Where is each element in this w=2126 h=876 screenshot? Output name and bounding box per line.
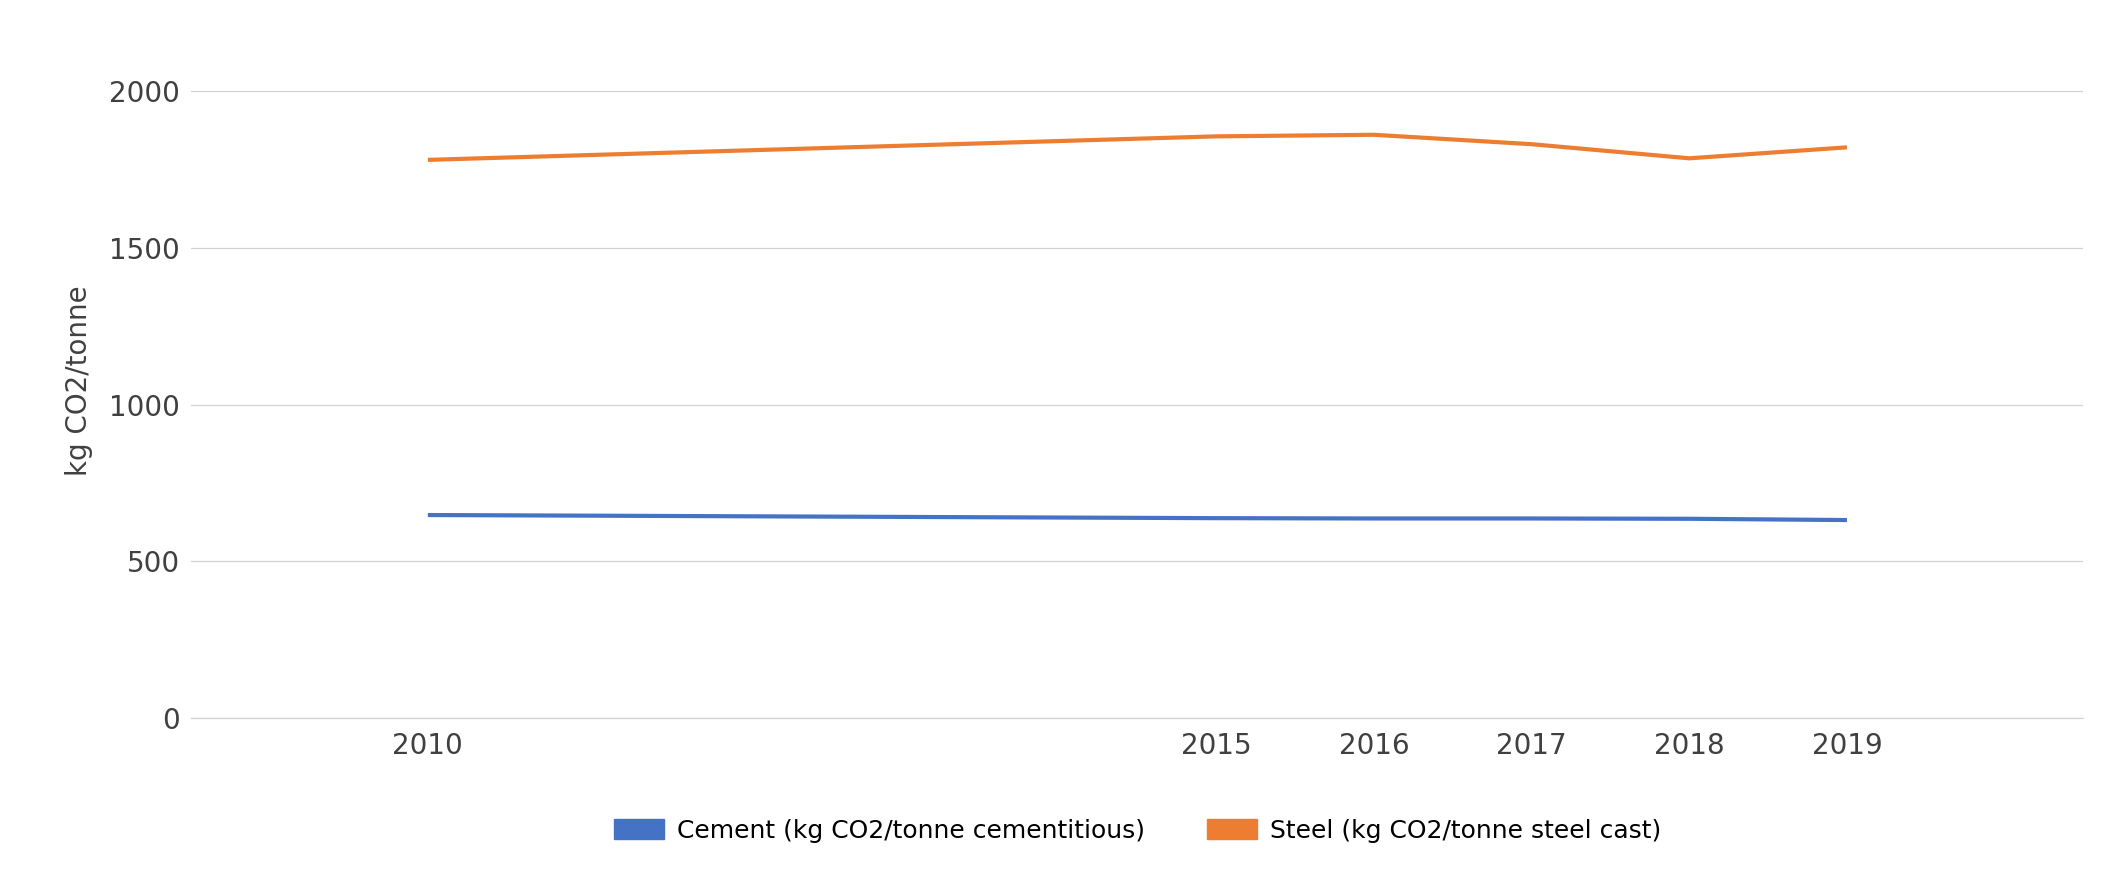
Y-axis label: kg CO2/tonne: kg CO2/tonne (64, 286, 94, 477)
Legend: Cement (kg CO2/tonne cementitious), Steel (kg CO2/tonne steel cast): Cement (kg CO2/tonne cementitious), Stee… (614, 818, 1660, 843)
